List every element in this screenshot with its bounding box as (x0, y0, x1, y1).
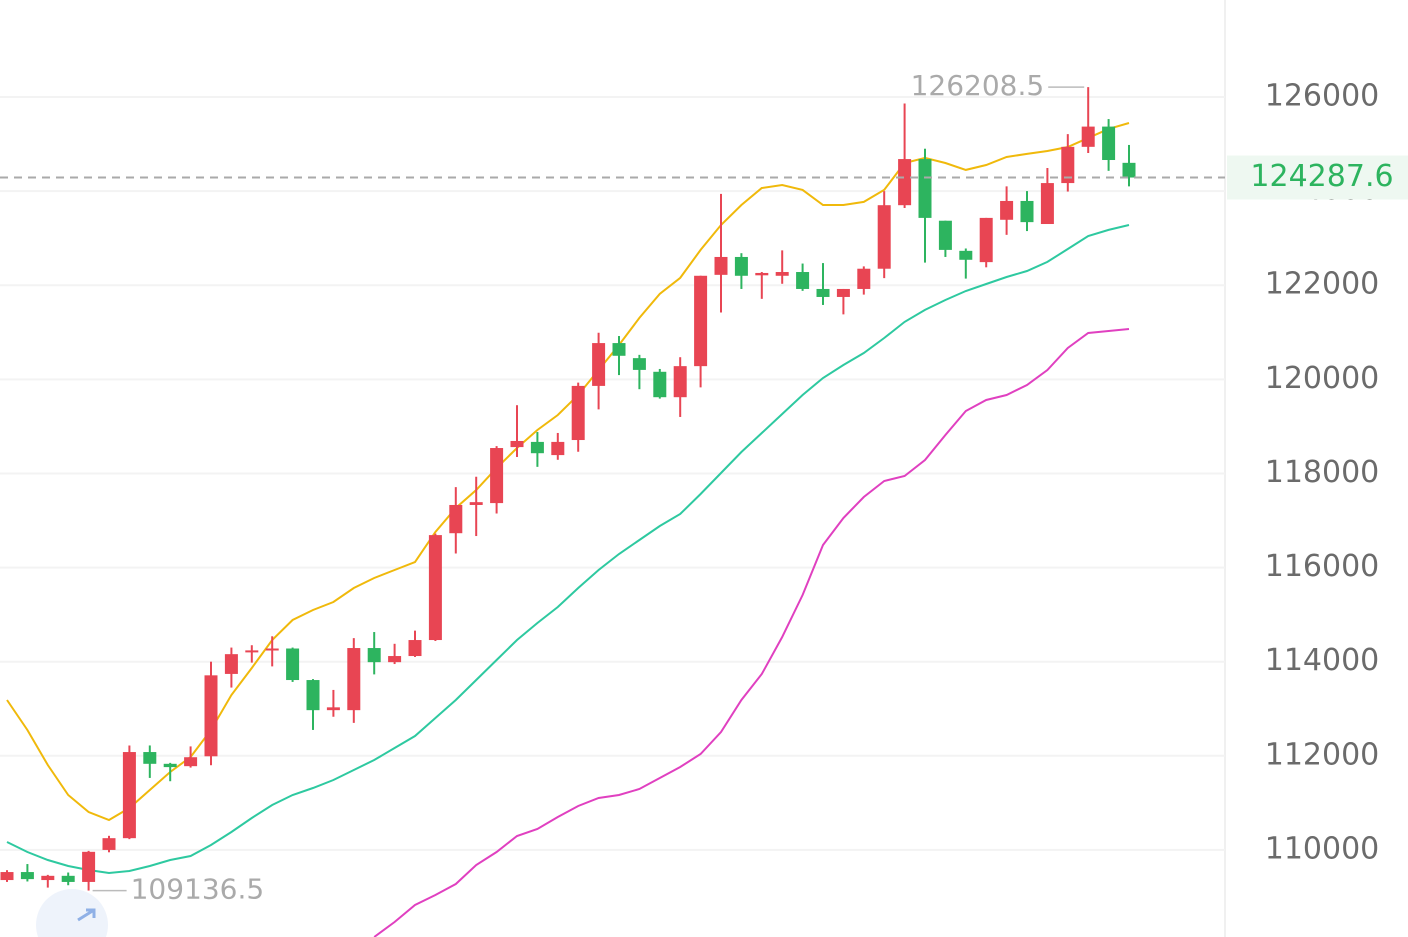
candle-body (796, 272, 810, 289)
candle-body (204, 675, 218, 757)
candle-body (61, 875, 75, 882)
candle-body (286, 648, 300, 681)
candle-body (1020, 200, 1034, 223)
candle-body (163, 763, 177, 768)
candle-body (755, 272, 769, 276)
candle-body (1061, 146, 1075, 184)
float-button[interactable] (36, 889, 108, 937)
candle-body (388, 656, 402, 663)
moving-average (6, 122, 1130, 822)
y-tick-label: 122000 (1265, 267, 1380, 302)
candle-body (938, 220, 952, 250)
low-label: 109136.5 (131, 873, 265, 906)
candle-body (775, 272, 789, 276)
candle-body (1000, 200, 1014, 220)
y-tick-label: 116000 (1265, 549, 1380, 584)
candle-body (959, 250, 973, 260)
candle-body (265, 648, 279, 651)
candle-body (184, 757, 198, 767)
y-tick-label: 112000 (1265, 737, 1380, 772)
y-tick-label: 110000 (1265, 831, 1380, 866)
candle-body (694, 275, 708, 367)
last-price-box (1227, 155, 1408, 200)
candle-body (428, 535, 442, 641)
candle-body (0, 872, 14, 881)
candle-body (510, 440, 524, 448)
y-tick-label: 118000 (1265, 455, 1380, 490)
labels: 110000 112000 114000 116000 118000 120000 1220… (0, 69, 1408, 906)
candle-body (1081, 126, 1095, 147)
candle-body (41, 875, 55, 881)
candle-body (1102, 126, 1116, 161)
float-icon (77, 908, 96, 922)
candle-body (612, 343, 626, 356)
candle-body (326, 707, 340, 711)
candle-body (898, 159, 912, 206)
candle-body (530, 441, 544, 454)
last-price-label: 124287.6 (1250, 159, 1393, 194)
candle-body (224, 654, 238, 674)
y-tick-label: 114000 (1265, 643, 1380, 678)
moving-average (373, 328, 1130, 937)
candle-body (82, 851, 96, 882)
candle-body (918, 159, 932, 218)
candle-body (449, 504, 463, 534)
candle-body (653, 371, 667, 398)
candle-body (632, 358, 646, 370)
grid (0, 95, 1225, 851)
candle-body (245, 650, 259, 653)
overlay-lines (6, 122, 1130, 937)
candle-body (979, 217, 993, 263)
y-tick-label: 120000 (1265, 361, 1380, 396)
candle-body (857, 268, 871, 289)
candle-body (551, 441, 565, 456)
candle-body (836, 288, 850, 297)
candle-body (592, 343, 606, 386)
candle-body (673, 366, 687, 398)
high-label: 126208.5 (911, 69, 1045, 102)
candle-body (1122, 162, 1136, 178)
candle-body (408, 640, 422, 657)
candle-body (143, 752, 157, 764)
candle-body (734, 256, 748, 276)
candle-body (469, 502, 483, 505)
candle-body (122, 752, 136, 839)
y-tick-label: 126000 (1265, 78, 1380, 113)
candle-body (816, 288, 830, 297)
candle-body (20, 872, 34, 880)
candle-body (347, 648, 361, 711)
candle-body (1040, 183, 1054, 225)
candle-body (877, 205, 891, 269)
candle-body (571, 385, 585, 441)
candle-body (367, 648, 381, 663)
candle-body (714, 256, 728, 275)
candles (0, 87, 1136, 891)
candle-body (490, 448, 504, 504)
candle-body (306, 680, 320, 711)
candle-body (102, 838, 116, 850)
moving-average (6, 224, 1130, 875)
